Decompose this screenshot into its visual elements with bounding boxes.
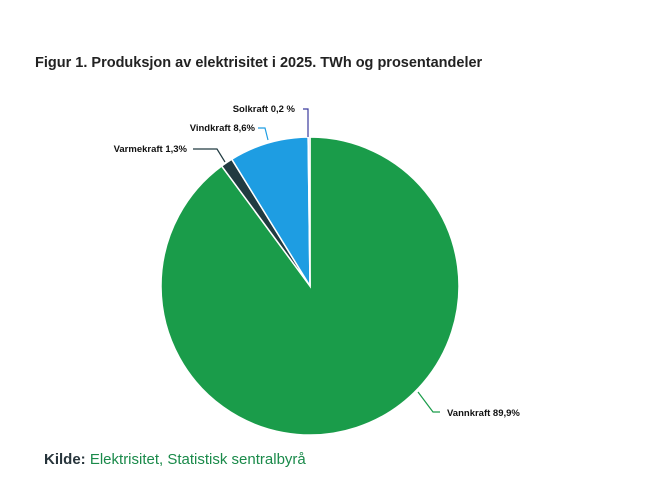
data-label-vannkraft: Vannkraft 89,9%: [447, 408, 520, 419]
source-link[interactable]: Elektrisitet, Statistisk sentralbyrå: [89, 451, 306, 468]
pie-slice-solkraft: [307, 136, 311, 287]
source-prefix: Kilde:: [44, 451, 86, 468]
leader-line-vindkraft: [258, 127, 269, 141]
data-label-vindkraft: Vindkraft 8,6%: [190, 123, 256, 134]
source-note: Kilde: Elektrisitet, Statistisk sentralb…: [44, 451, 306, 468]
leader-line-varmekraft: [193, 148, 226, 163]
leader-line-vannkraft: [417, 391, 440, 413]
data-label-varmekraft: Varmekraft 1,3%: [114, 144, 188, 155]
data-label-solkraft: Solkraft 0,2 %: [233, 104, 296, 115]
chart-title: Figur 1. Produksjon av elektrisitet i 20…: [35, 55, 483, 71]
leader-line-solkraft: [303, 108, 309, 137]
